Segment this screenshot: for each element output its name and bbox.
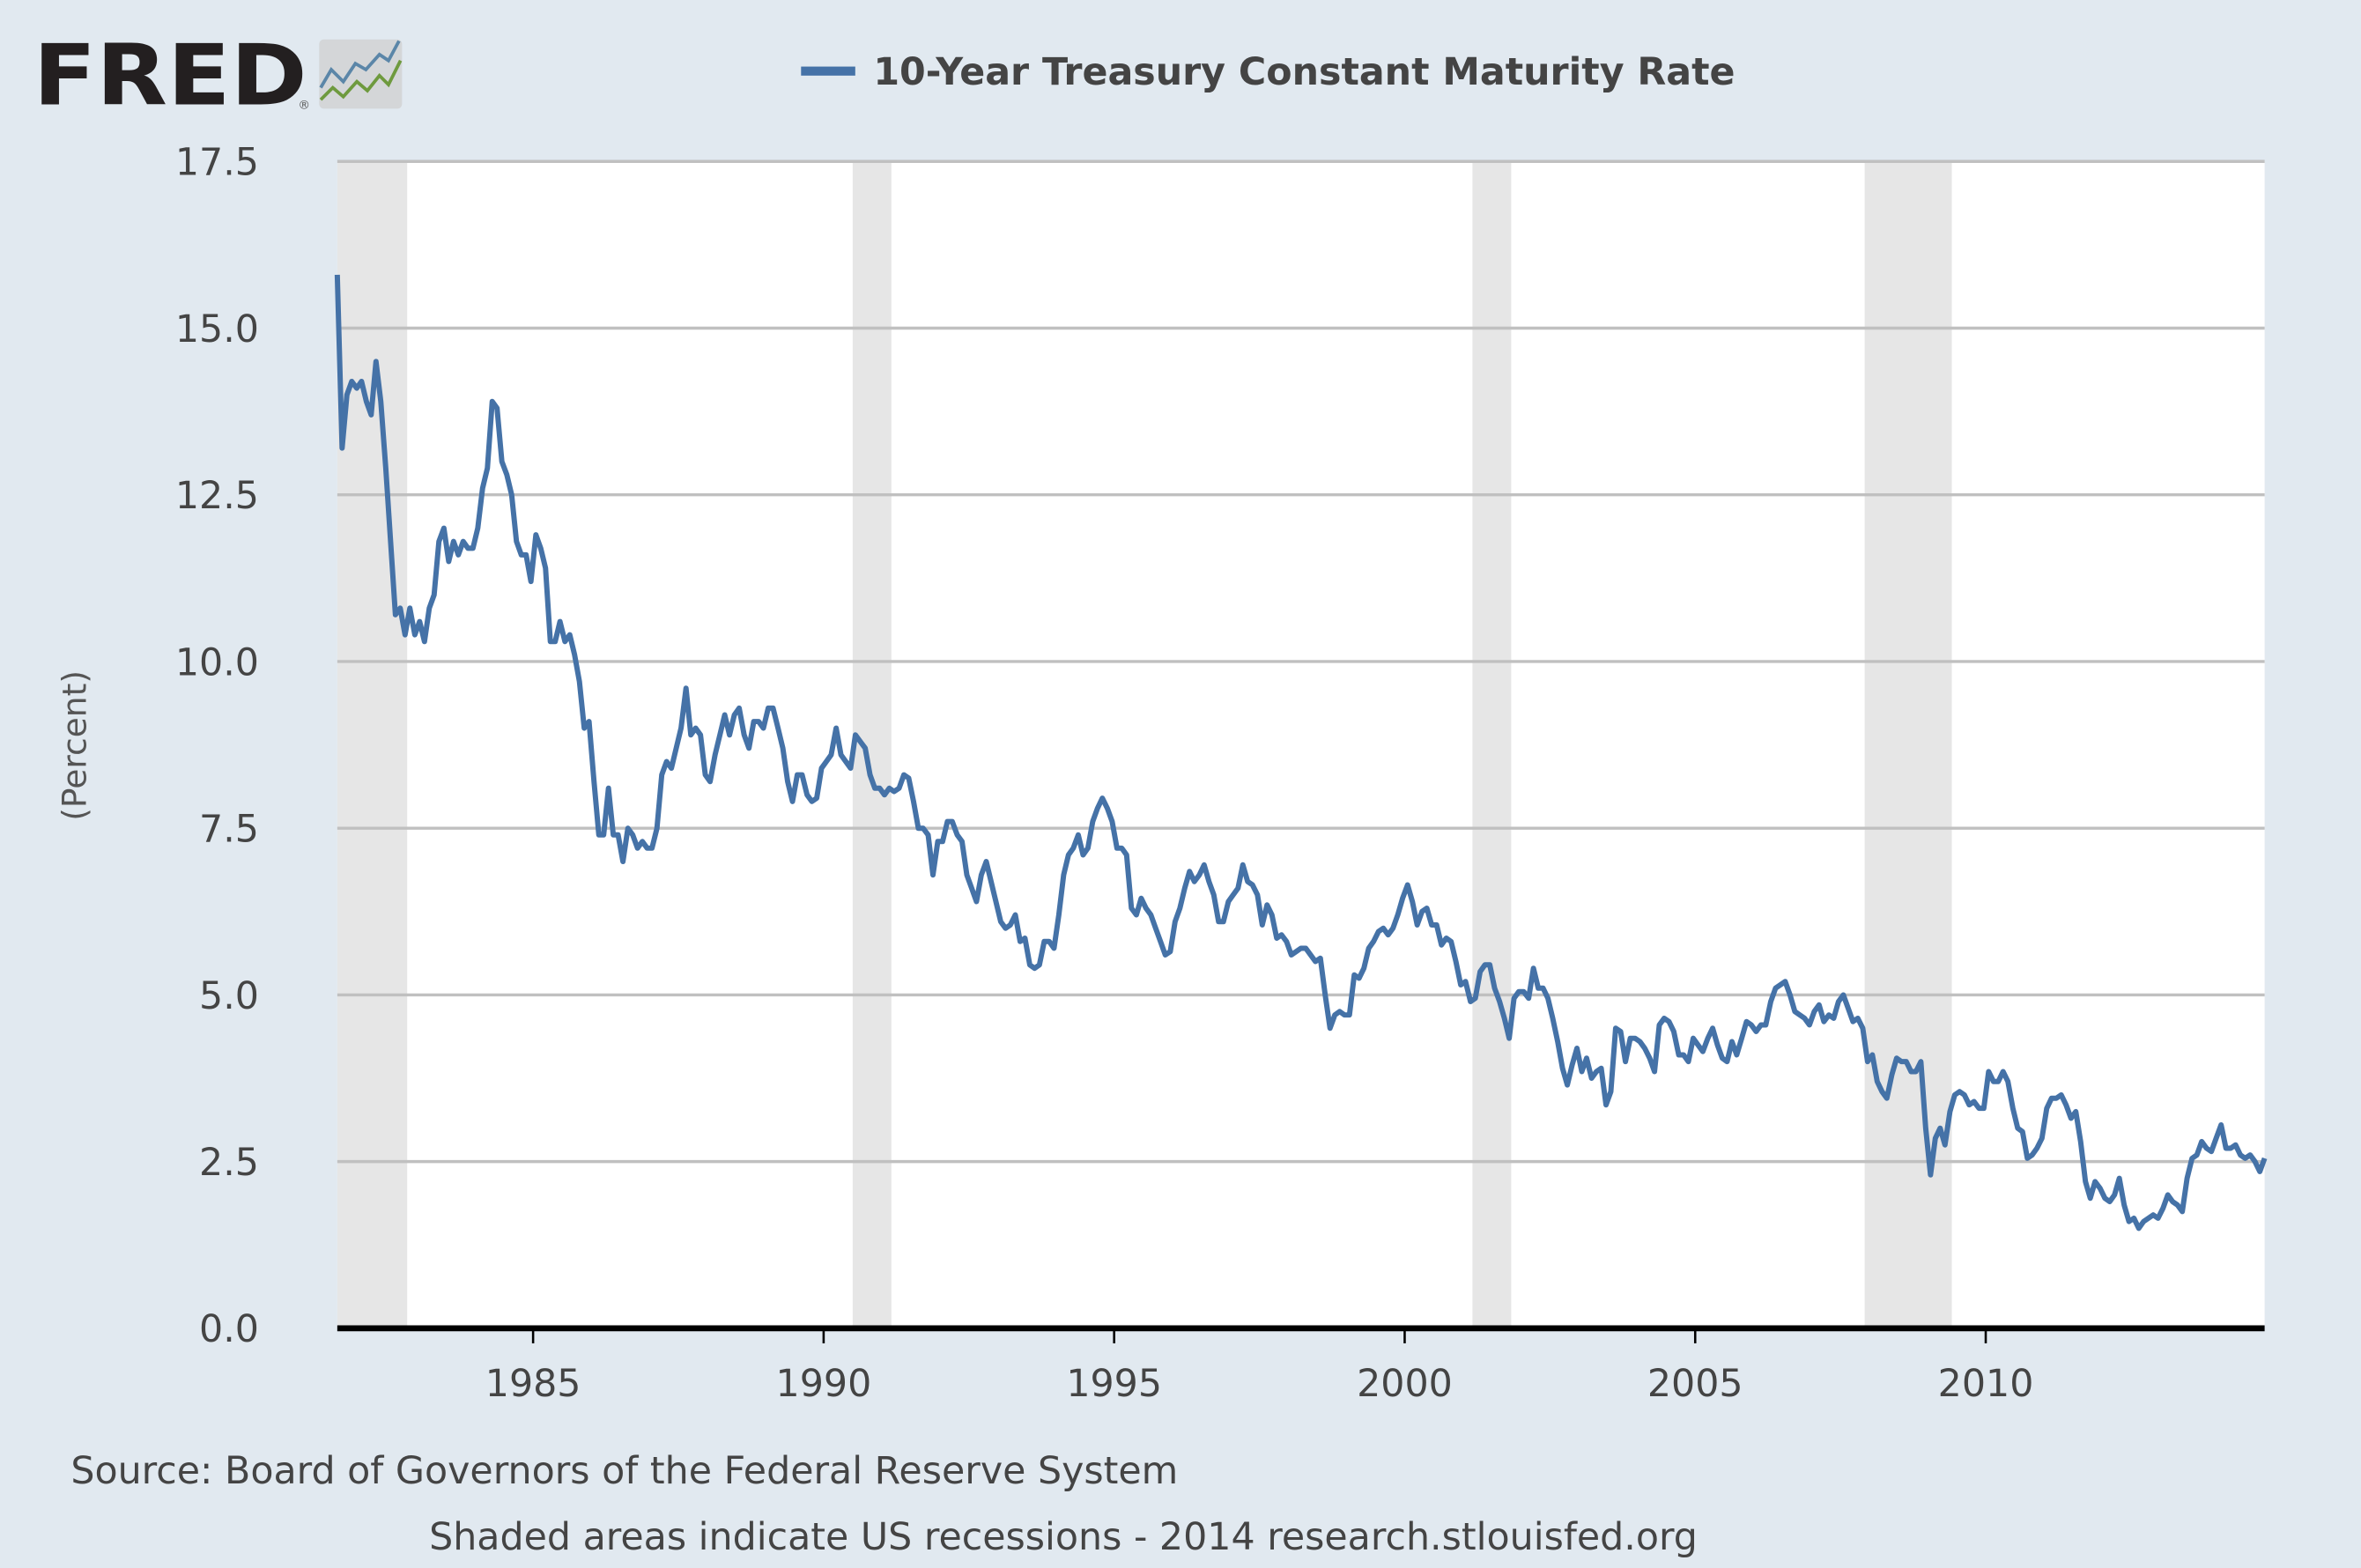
plot-area xyxy=(337,161,2265,1328)
x-tick-label: 2010 xyxy=(1938,1362,2034,1406)
logo-chart-icon xyxy=(319,39,403,109)
y-tick-label: 0.0 xyxy=(199,1307,259,1351)
series-line xyxy=(334,274,2268,1231)
recession-band xyxy=(337,161,408,1328)
source-note: Source: Board of Governors of the Federa… xyxy=(70,1449,1178,1493)
x-tick-label: 1990 xyxy=(776,1362,872,1406)
y-tick-label: 10.0 xyxy=(175,640,259,684)
logo-green-line-icon xyxy=(319,59,403,101)
y-tick-label: 5.0 xyxy=(199,974,259,1018)
gridlines xyxy=(337,159,2265,1164)
x-tick-label: 2005 xyxy=(1647,1362,1743,1406)
recession-band xyxy=(852,161,892,1328)
recession-band xyxy=(1864,161,1952,1328)
x-tick-label: 1995 xyxy=(1066,1362,1162,1406)
y-axis-ticks: 0.0 2.5 5.0 7.5 10.0 12.5 15.0 17.5 xyxy=(175,141,259,1352)
y-tick-label: 15.0 xyxy=(175,307,259,351)
legend: 10-Year Treasury Constant Maturity Rate xyxy=(801,50,1736,94)
y-axis-label: (Percent) xyxy=(55,670,93,821)
fred-logo-text: FRED xyxy=(33,26,307,124)
fred-logo: FRED ® xyxy=(33,26,403,124)
legend-label: 10-Year Treasury Constant Maturity Rate xyxy=(873,50,1735,94)
legend-swatch xyxy=(801,66,855,76)
recession-note: Shaded areas indicate US recessions - 20… xyxy=(429,1515,1698,1559)
x-axis-ticks: 1985 1990 1995 2000 2005 2010 xyxy=(485,1328,2034,1406)
x-tick-label: 2000 xyxy=(1357,1362,1453,1406)
x-tick-label: 1985 xyxy=(485,1362,581,1406)
recession-band xyxy=(1472,161,1512,1328)
y-tick-label: 17.5 xyxy=(175,141,259,185)
y-tick-label: 2.5 xyxy=(199,1141,259,1185)
registered-mark: ® xyxy=(298,98,310,112)
y-tick-label: 12.5 xyxy=(175,474,259,518)
y-tick-label: 7.5 xyxy=(199,808,259,852)
logo-blue-line-icon xyxy=(319,40,401,89)
